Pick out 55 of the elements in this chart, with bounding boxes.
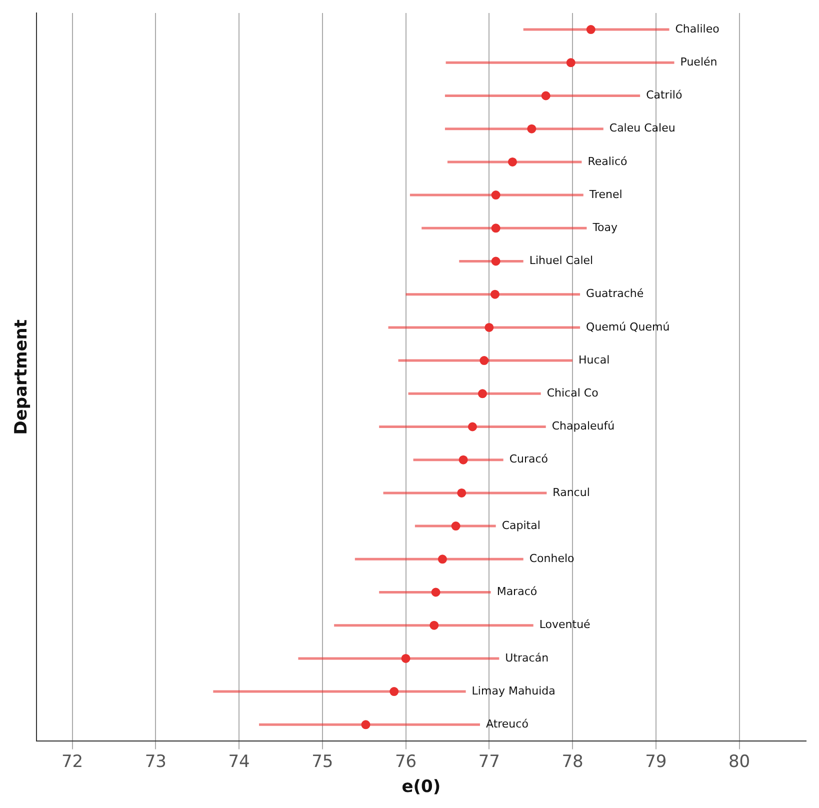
x-tick-label: 74 (228, 752, 250, 772)
point (484, 322, 494, 332)
y-tick-label: Toay (592, 221, 618, 234)
y-tick-label: Realicó (588, 154, 628, 168)
point (457, 488, 466, 498)
point (480, 356, 489, 366)
y-tick-label: Utracán (505, 651, 549, 664)
y-tick-label: Conhelo (529, 552, 575, 566)
y-tick-label: Loventué (539, 618, 591, 632)
point (468, 422, 477, 432)
y-tick-label: Quemú Quemú (586, 320, 670, 334)
point (431, 588, 440, 597)
point (491, 224, 500, 233)
point (586, 25, 596, 34)
y-tick-label: Curacó (509, 452, 548, 466)
y-tick-label: Lihuel Calel (529, 254, 594, 268)
y-tick-label: Trenel (588, 188, 622, 201)
point (491, 256, 500, 266)
y-tick-label: Rancul (552, 486, 590, 499)
y-tick-label: Chalileo (675, 22, 720, 36)
y-tick-label: Atreucó (486, 718, 529, 731)
point (566, 58, 576, 68)
y-tick-label: Chical Co (546, 386, 599, 400)
point (541, 91, 550, 100)
y-tick-label: Caleu Caleu (609, 122, 676, 135)
point (527, 124, 536, 134)
x-tick-label: 76 (394, 752, 417, 772)
x-tick-label: 79 (645, 752, 667, 772)
point (430, 620, 439, 630)
y-tick-label: Limay Mahuida (472, 684, 556, 698)
y-tick-label: Catriló (646, 88, 682, 102)
x-tick-label: 75 (312, 752, 334, 772)
y-tick-label: Capital (502, 518, 540, 532)
y-axis-title: Department (12, 319, 32, 435)
x-tick-label: 78 (562, 752, 584, 772)
point (390, 687, 399, 696)
y-tick-label: Maracó (496, 585, 538, 598)
point (361, 720, 370, 730)
y-tick-label: Guatraché (586, 287, 644, 300)
point (491, 190, 500, 200)
y-tick-label: Chapaleufú (552, 420, 615, 433)
point (401, 654, 410, 663)
point (490, 290, 500, 299)
point (508, 157, 517, 166)
point (458, 455, 468, 464)
y-tick-label: Puelén (680, 56, 718, 69)
x-axis-title: e(0) (402, 777, 441, 798)
x-tick-label: 77 (478, 752, 500, 772)
point (438, 554, 447, 564)
x-tick-label: 80 (728, 752, 750, 772)
point (478, 389, 487, 398)
point (451, 522, 460, 531)
y-tick-label: Hucal (578, 353, 610, 366)
x-tick-label: 73 (144, 752, 166, 772)
x-tick-label: 72 (61, 752, 84, 772)
